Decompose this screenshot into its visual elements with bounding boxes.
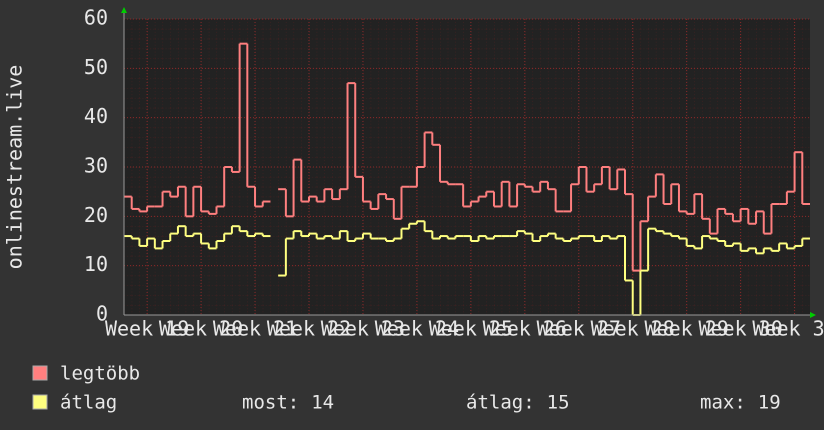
y-tick-label: 20 bbox=[84, 203, 108, 227]
x-tick-label: Week 30 bbox=[698, 317, 782, 341]
y-axis-label: onlinestream.live bbox=[3, 65, 27, 270]
x-tick-label: Week 19 bbox=[105, 317, 189, 341]
x-tick-label: Week 28 bbox=[591, 317, 675, 341]
stat-value: 19 bbox=[758, 392, 781, 414]
x-tick-label: Week 23 bbox=[321, 317, 405, 341]
stat-label: max: bbox=[700, 392, 746, 414]
legend-label: átlag bbox=[60, 392, 117, 414]
y-tick-label: 30 bbox=[84, 154, 108, 178]
x-tick-label: Week 26 bbox=[483, 317, 567, 341]
axis-arrow bbox=[810, 312, 816, 318]
x-tick-label: Week 20 bbox=[159, 317, 243, 341]
y-tick-label: 50 bbox=[84, 55, 108, 79]
x-tick-label: Week 27 bbox=[537, 317, 621, 341]
x-tick-label: Week 22 bbox=[267, 317, 351, 341]
y-tick-label: 40 bbox=[84, 104, 108, 128]
axis-arrow bbox=[121, 7, 127, 13]
stat-label: átlag: bbox=[466, 392, 535, 414]
stat-label: most: bbox=[242, 392, 299, 414]
y-tick-label: 60 bbox=[84, 6, 108, 30]
x-tick-label: Week 31 bbox=[752, 317, 824, 341]
legend-swatch bbox=[32, 394, 48, 410]
stat-value: 15 bbox=[547, 392, 570, 414]
y-tick-label: 10 bbox=[84, 252, 108, 276]
legend-swatch bbox=[32, 365, 48, 381]
stat-value: 14 bbox=[311, 392, 334, 414]
x-tick-label: Week 24 bbox=[375, 317, 459, 341]
x-tick-label: Week 29 bbox=[645, 317, 729, 341]
legend-label: legtöbb bbox=[60, 363, 140, 385]
y-tick-label: 0 bbox=[96, 302, 108, 326]
x-tick-label: Week 25 bbox=[429, 317, 513, 341]
x-tick-label: Week 21 bbox=[213, 317, 297, 341]
